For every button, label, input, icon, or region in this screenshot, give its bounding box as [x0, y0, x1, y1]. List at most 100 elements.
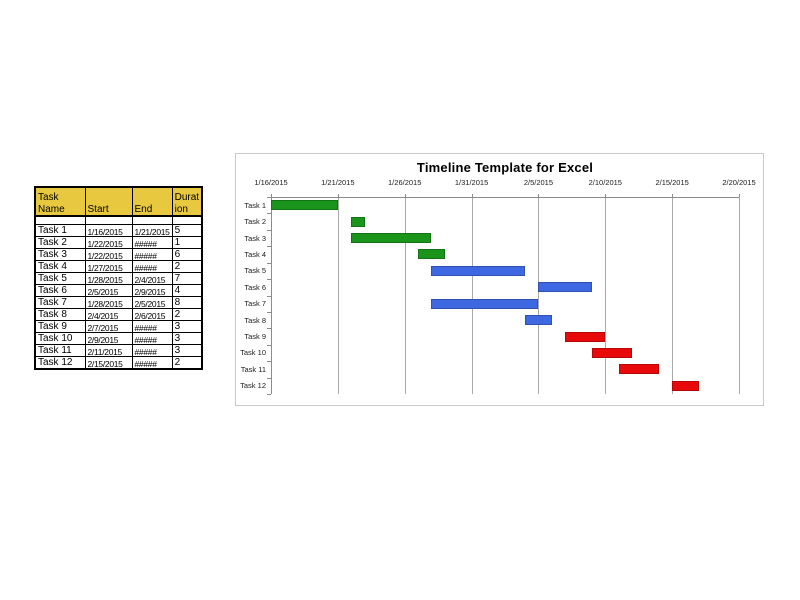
chart-title: Timeline Template for Excel	[416, 160, 594, 175]
cell-name: Task 1	[34, 224, 86, 237]
empty-cell-name	[34, 215, 86, 225]
x-axis-tick	[271, 194, 272, 197]
cell-duration: 2	[171, 260, 203, 273]
empty-cell-end	[131, 215, 173, 225]
cell-end: 2/4/2015	[131, 272, 173, 285]
y-axis-line	[271, 197, 272, 394]
cell-start: 1/28/2015	[84, 296, 133, 309]
gridline	[605, 197, 606, 394]
task-label: Task 8	[244, 316, 266, 325]
y-axis-tick	[267, 378, 271, 379]
table-row: Task 11 2/11/2015 ##### 3	[34, 344, 203, 357]
empty-cell-start	[84, 215, 133, 225]
gridline	[472, 197, 473, 394]
cell-start: 2/7/2015	[84, 320, 133, 333]
table-header-cell-duration: Duration	[171, 186, 203, 217]
cell-name: Task 9	[34, 320, 86, 333]
task-label: Task 4	[244, 250, 266, 259]
cell-duration: 8	[171, 296, 203, 309]
x-axis-tick	[672, 194, 673, 197]
cell-duration: 3	[171, 332, 203, 345]
cell-start: 2/15/2015	[84, 356, 133, 370]
task-label: Task 7	[244, 299, 266, 308]
x-axis-label: 2/10/2015	[588, 178, 622, 187]
table-row: Task 1 1/16/2015 1/21/2015 5	[34, 224, 203, 237]
x-axis-tick	[538, 194, 539, 197]
cell-end: #####	[131, 332, 173, 345]
cell-start: 2/11/2015	[84, 344, 133, 357]
table-row: Task 8 2/4/2015 2/6/2015 2	[34, 308, 203, 321]
cell-start: 1/22/2015	[84, 236, 133, 249]
task-label: Task 6	[244, 283, 266, 292]
cell-duration: 1	[171, 236, 203, 249]
cell-end: #####	[131, 260, 173, 273]
cell-duration: 2	[171, 308, 203, 321]
cell-start: 1/22/2015	[84, 248, 133, 261]
gantt-bar-task-6	[538, 282, 592, 293]
y-axis-tick	[267, 263, 271, 264]
task-label: Task 12	[240, 381, 266, 390]
x-axis-line	[271, 197, 739, 198]
gantt-bar-task-7	[431, 298, 539, 309]
gantt-bar-task-3	[351, 233, 432, 244]
cell-start: 2/4/2015	[84, 308, 133, 321]
gridline	[672, 197, 673, 394]
gridline	[538, 197, 539, 394]
task-label: Task 1	[244, 201, 266, 210]
x-axis-tick	[739, 194, 740, 197]
x-axis-label: 1/26/2015	[388, 178, 422, 187]
gridline	[405, 197, 406, 394]
table-row: Task 12 2/15/2015 ##### 2	[34, 356, 203, 370]
cell-name: Task 12	[34, 356, 86, 370]
cell-end: 2/6/2015	[131, 308, 173, 321]
cell-duration: 6	[171, 248, 203, 261]
y-axis-tick	[267, 279, 271, 280]
gantt-bar-task-4	[418, 249, 445, 260]
cell-name: Task 5	[34, 272, 86, 285]
table-row: Task 6 2/5/2015 2/9/2015 4	[34, 284, 203, 297]
cell-end: 1/21/2015	[131, 224, 173, 237]
task-table: Task Name Start End Duration Task 1 1/16/201…	[34, 186, 204, 370]
table-row: Task 5 1/28/2015 2/4/2015 7	[34, 272, 203, 285]
gridline	[739, 197, 740, 394]
cell-duration: 2	[171, 356, 203, 370]
cell-end: #####	[131, 236, 173, 249]
cell-name: Task 11	[34, 344, 86, 357]
table-row: Task 10 2/9/2015 ##### 3	[34, 332, 203, 345]
empty-cell-duration	[171, 215, 203, 225]
gantt-bar-task-11	[618, 364, 659, 375]
cell-name: Task 3	[34, 248, 86, 261]
cell-end: 2/9/2015	[131, 284, 173, 297]
cell-start: 2/9/2015	[84, 332, 133, 345]
y-axis-tick	[267, 213, 271, 214]
y-axis-tick	[267, 296, 271, 297]
x-axis-label: 1/16/2015	[254, 178, 288, 187]
cell-duration: 3	[171, 320, 203, 333]
table-row: Task 2 1/22/2015 ##### 1	[34, 236, 203, 249]
table-header-cell-name: Task Name	[34, 186, 86, 217]
cell-name: Task 7	[34, 296, 86, 309]
x-axis-label: 2/20/2015	[722, 178, 756, 187]
task-label: Task 2	[244, 217, 266, 226]
x-axis-tick	[605, 194, 606, 197]
table-row: Task 4 1/27/2015 ##### 2	[34, 260, 203, 273]
table-header-cell-start: Start	[84, 186, 133, 217]
cell-duration: 7	[171, 272, 203, 285]
x-axis-label: 2/15/2015	[655, 178, 689, 187]
y-axis-tick	[267, 361, 271, 362]
cell-duration: 4	[171, 284, 203, 297]
cell-end: 2/5/2015	[131, 296, 173, 309]
table-empty-row	[34, 215, 203, 225]
y-axis-tick	[267, 345, 271, 346]
x-axis-tick	[472, 194, 473, 197]
gantt-bar-task-8	[525, 315, 552, 326]
x-axis-label: 1/21/2015	[321, 178, 355, 187]
table-header-row: Task Name Start End Duration	[34, 186, 203, 217]
cell-start: 1/16/2015	[84, 224, 133, 237]
cell-name: Task 6	[34, 284, 86, 297]
gantt-bar-task-2	[351, 216, 365, 227]
table-row: Task 7 1/28/2015 2/5/2015 8	[34, 296, 203, 309]
y-axis-tick	[267, 197, 271, 198]
table-row: Task 9 2/7/2015 ##### 3	[34, 320, 203, 333]
